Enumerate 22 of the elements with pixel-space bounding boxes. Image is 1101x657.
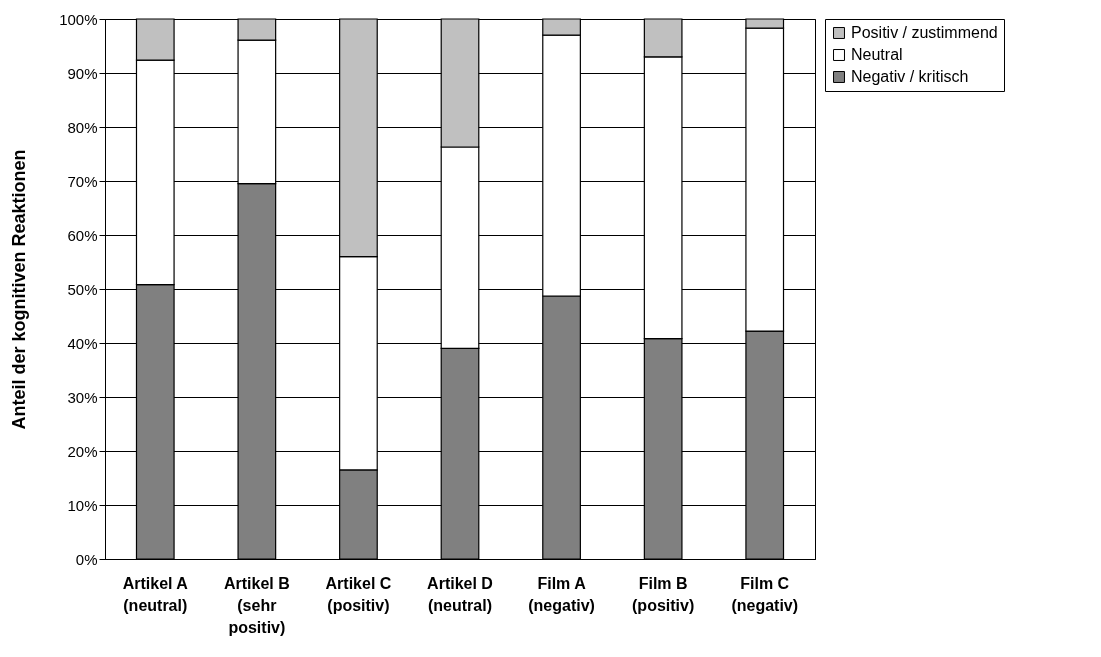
legend-label: Neutral [851, 46, 903, 63]
y-tick-label: 60% [67, 226, 98, 244]
y-tick-label: 10% [67, 496, 98, 514]
y-tick-label: 0% [75, 550, 98, 568]
y-tick-label: 70% [67, 172, 98, 190]
x-tick-label: Film B (positiv) [632, 574, 695, 614]
x-tick-label: Film A (negativ) [528, 574, 595, 614]
x-tick-label: Artikel B (sehr positiv) [223, 574, 290, 636]
legend-label: Negativ / kritisch [851, 68, 969, 85]
x-tick-label: Artikel A (neutral) [122, 574, 189, 614]
y-tick-label: 80% [67, 118, 98, 136]
y-tick-label: 30% [67, 388, 98, 406]
y-tick-label: 50% [67, 280, 98, 298]
y-tick-label: 40% [67, 334, 98, 352]
x-tick-label: Film C (negativ) [731, 574, 799, 614]
y-tick-label: 90% [67, 64, 98, 82]
y-tick-label: 20% [67, 442, 98, 460]
legend-label: Positiv / zustimmend [851, 24, 998, 41]
y-axis-title: Anteil der kognitiven Reaktionen [9, 149, 30, 430]
y-tick-label: 100% [59, 10, 98, 28]
x-tick-label: Artikel D (neutral) [427, 574, 493, 614]
x-tick-label: Artikel C (positiv) [325, 574, 392, 614]
